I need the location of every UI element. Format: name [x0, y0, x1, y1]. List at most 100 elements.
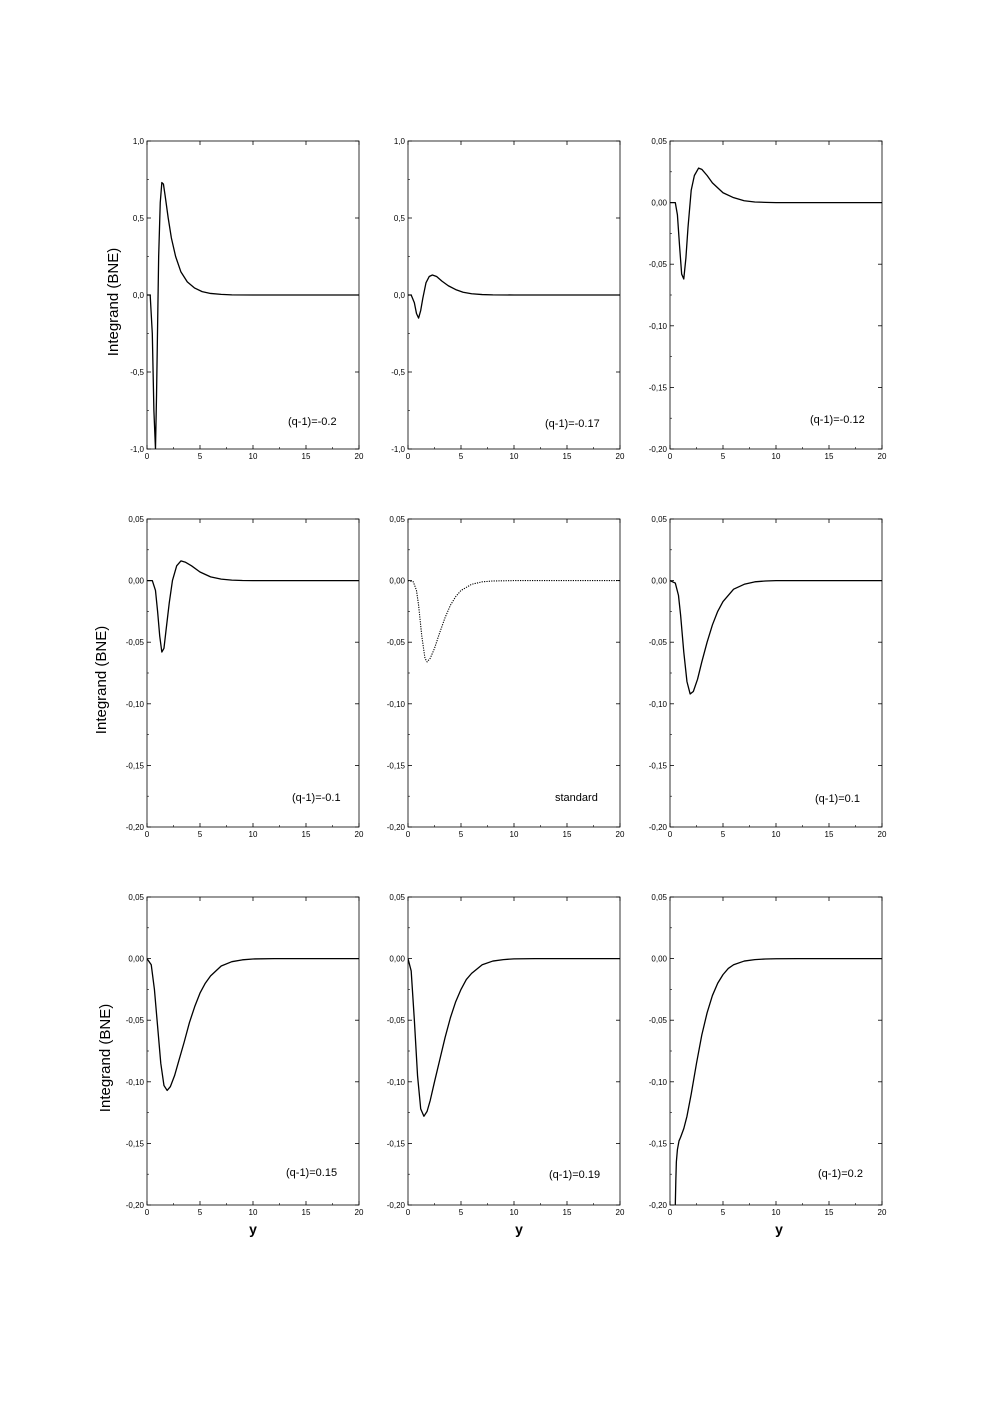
- y-tick-label: -0,15: [126, 1139, 145, 1148]
- x-tick-label: 15: [302, 452, 311, 461]
- y-tick-label: -0,10: [126, 1078, 145, 1087]
- y-tick-label: -0,05: [649, 638, 668, 647]
- plot-frame: [669, 518, 883, 828]
- y-tick-label: -0,20: [387, 1201, 406, 1210]
- panel-annotation: (q-1)=-0.2: [288, 416, 337, 428]
- y-tick-label: 0,05: [128, 893, 144, 902]
- x-tick-label: 20: [355, 1208, 364, 1217]
- y-tick-label: -1,0: [130, 445, 144, 454]
- plot-frame: [407, 896, 621, 1206]
- row-2-y-axis-label: Integrand (BNE): [93, 626, 110, 734]
- x-tick-label: 15: [825, 830, 834, 839]
- y-tick-label: -0,20: [126, 823, 145, 832]
- col-2-x-axis-label: y: [515, 1221, 523, 1237]
- y-tick-label: 0,00: [651, 577, 667, 586]
- x-tick-label: 5: [459, 1208, 464, 1217]
- x-tick-label: 10: [249, 1208, 258, 1217]
- col-1-x-axis-label: y: [249, 1221, 257, 1237]
- y-tick-label: -0,15: [649, 761, 668, 770]
- panel-2: 0 5 10 15 20 -1,0 -0,5 0,0 0,5 1,0 (q-1)=-0.17: [391, 137, 625, 461]
- y-tick-label: -0,10: [387, 1078, 406, 1087]
- x-tick-label: 15: [563, 830, 572, 839]
- col-3-x-axis-label: y: [775, 1221, 783, 1237]
- panel-annotation: (q-1)=0.15: [286, 1167, 337, 1179]
- panel-8: 0 5 10 15 20 -0,20 -0,15 -0,10 -0,05 0,00 0,05 (q-1…: [387, 893, 625, 1217]
- series-line: [408, 957, 620, 1117]
- y-tick-label: -0,05: [649, 260, 668, 269]
- plot-frame: [669, 140, 883, 450]
- y-tick-label: -0,20: [649, 823, 668, 832]
- y-tick-label: 0,05: [651, 137, 667, 146]
- panel-annotation: (q-1)=-0.12: [810, 414, 865, 426]
- x-tick-label: 15: [825, 1208, 834, 1217]
- y-tick-label: 0,00: [389, 955, 405, 964]
- plot-frame: [146, 896, 360, 1206]
- series-line: [674, 957, 882, 1205]
- x-tick-label: 5: [721, 1208, 726, 1217]
- panel-annotation: (q-1)=0.19: [549, 1169, 600, 1181]
- y-tick-label: -0,5: [130, 368, 144, 377]
- x-tick-label: 15: [563, 1208, 572, 1217]
- x-tick-label: 0: [145, 452, 150, 461]
- x-tick-label: 5: [721, 452, 726, 461]
- y-tick-label: -1,0: [391, 445, 405, 454]
- x-tick-label: 0: [406, 452, 411, 461]
- y-tick-label: -0,20: [649, 445, 668, 454]
- y-tick-label: 0,05: [128, 515, 144, 524]
- panel-3: 0 5 10 15 20 -0,20 -0,15 -0,10 -0,05 0,00 0,05 (q-1…: [649, 137, 887, 461]
- y-tick-label: 1,0: [394, 137, 406, 146]
- y-tick-label: -0,15: [649, 383, 668, 392]
- panel-annotation: (q-1)=0.1: [815, 793, 860, 805]
- y-tick-label: -0,10: [387, 700, 406, 709]
- y-tick-label: -0,15: [387, 1139, 406, 1148]
- panel-annotation: standard: [555, 792, 598, 804]
- panel-5: 0 5 10 15 20 -0,20 -0,15 -0,10 -0,05 0,00 0,05 stan…: [387, 515, 625, 839]
- x-tick-label: 15: [302, 830, 311, 839]
- y-tick-label: 0,00: [651, 955, 667, 964]
- x-tick-label: 10: [510, 1208, 519, 1217]
- y-tick-label: -0,10: [649, 322, 668, 331]
- panel-annotation: (q-1)=-0.17: [545, 418, 600, 430]
- y-tick-label: 1,0: [133, 137, 145, 146]
- x-tick-label: 0: [406, 830, 411, 839]
- y-tick-label: -0,05: [126, 638, 145, 647]
- x-tick-label: 20: [616, 452, 625, 461]
- y-tick-label: 0,05: [389, 515, 405, 524]
- panels: 0 5 10 15 20 -1,0 -0,5 0,0 0,5 1,0 (q-1)=-0.2 0 5 10 1…: [126, 137, 887, 1217]
- x-tick-label: 0: [668, 452, 673, 461]
- y-tick-label: -0,10: [649, 1078, 668, 1087]
- x-tick-label: 5: [721, 830, 726, 839]
- x-tick-label: 15: [825, 452, 834, 461]
- x-tick-label: 10: [249, 830, 258, 839]
- y-tick-label: 0,00: [128, 577, 144, 586]
- panel-9: 0 5 10 15 20 -0,20 -0,15 -0,10 -0,05 0,00 0,05 (q-1…: [649, 893, 887, 1217]
- plot-frame: [407, 518, 621, 828]
- panel-annotation: (q-1)=-0.1: [292, 792, 341, 804]
- x-tick-label: 20: [616, 830, 625, 839]
- x-tick-label: 10: [772, 452, 781, 461]
- y-tick-label: 0,5: [394, 214, 406, 223]
- y-tick-label: 0,5: [133, 214, 145, 223]
- x-tick-label: 5: [198, 1208, 203, 1217]
- series-line: [670, 167, 882, 280]
- x-tick-label: 0: [668, 1208, 673, 1217]
- x-tick-label: 0: [668, 830, 673, 839]
- y-tick-label: -0,05: [387, 1016, 406, 1025]
- y-tick-label: -0,20: [126, 1201, 145, 1210]
- row-1-y-axis-label: Integrand (BNE): [105, 248, 122, 356]
- x-tick-label: 10: [772, 830, 781, 839]
- x-tick-label: 20: [878, 452, 887, 461]
- y-tick-label: 0,05: [389, 893, 405, 902]
- panel-4: 0 5 10 15 20 -0,20 -0,15 -0,10 -0,05 0,00 0,05 (q-1…: [126, 515, 364, 839]
- panel-annotation: (q-1)=0.2: [818, 1168, 863, 1180]
- y-tick-label: -0,15: [126, 761, 145, 770]
- x-tick-label: 20: [355, 830, 364, 839]
- y-tick-label: -0,20: [387, 823, 406, 832]
- y-tick-label: -0,20: [649, 1201, 668, 1210]
- y-tick-label: 0,00: [389, 577, 405, 586]
- plot-frame: [669, 896, 883, 1206]
- panel-7: 0 5 10 15 20 -0,20 -0,15 -0,10 -0,05 0,00 0,05 (q-1…: [126, 893, 364, 1217]
- x-tick-label: 20: [878, 830, 887, 839]
- panel-6: 0 5 10 15 20 -0,20 -0,15 -0,10 -0,05 0,00 0,05 (q-1…: [649, 515, 887, 839]
